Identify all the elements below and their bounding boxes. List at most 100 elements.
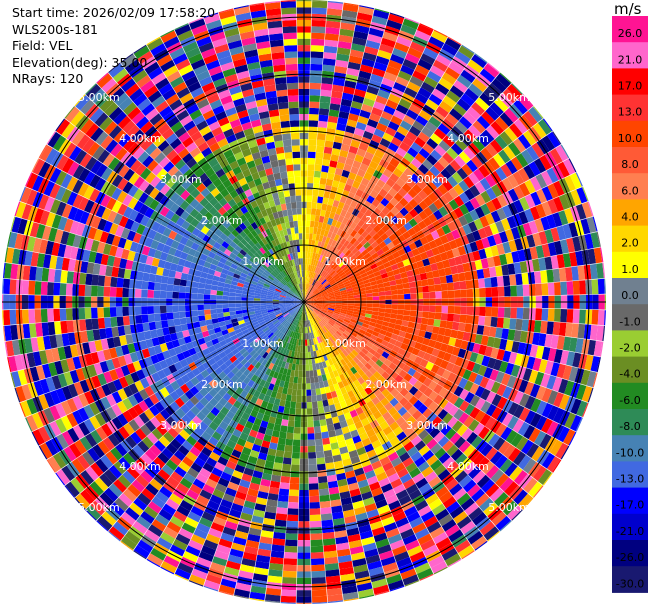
velocity-gate [342, 203, 350, 212]
velocity-gate [380, 363, 389, 372]
velocity-gate [310, 376, 315, 384]
velocity-gate [149, 382, 160, 394]
velocity-gate [360, 338, 369, 345]
velocity-gate [174, 325, 183, 333]
velocity-gate [218, 590, 234, 596]
velocity-gate [476, 325, 485, 335]
velocity-gate [208, 388, 218, 398]
velocity-gate [566, 351, 576, 367]
velocity-gate [482, 325, 491, 337]
velocity-gate [454, 255, 463, 266]
velocity-gate [19, 186, 26, 202]
velocity-gate [381, 339, 389, 347]
velocity-gate [347, 292, 354, 297]
velocity-gate [449, 85, 464, 98]
velocity-gate [431, 177, 443, 188]
velocity-gate [379, 43, 394, 54]
velocity-gate [116, 190, 128, 204]
velocity-gate [253, 303, 261, 306]
velocity-gate [376, 278, 384, 285]
velocity-gate [151, 496, 166, 509]
velocity-gate [426, 438, 438, 450]
velocity-gate [205, 340, 214, 348]
velocity-gate [515, 153, 529, 168]
velocity-gate [55, 403, 67, 418]
velocity-gate [333, 312, 340, 317]
velocity-gate [257, 280, 265, 286]
velocity-gate [175, 408, 186, 419]
velocity-gate [472, 511, 487, 526]
velocity-gate [218, 397, 228, 407]
velocity-gate [380, 232, 389, 241]
velocity-gate [317, 469, 327, 477]
velocity-gate [127, 343, 136, 354]
velocity-gate [67, 383, 79, 398]
velocity-gate [258, 484, 270, 493]
velocity-gate [3, 278, 11, 294]
velocity-gate [317, 375, 323, 383]
velocity-gate [242, 287, 250, 292]
velocity-gate [459, 457, 473, 471]
velocity-gate [165, 209, 175, 220]
velocity-gate [262, 285, 270, 290]
velocity-gate [38, 144, 48, 159]
velocity-gate [334, 291, 341, 295]
velocity-gate [272, 318, 279, 324]
velocity-gate [342, 349, 349, 357]
velocity-gate [262, 373, 269, 382]
velocity-gate [309, 296, 316, 300]
velocity-gate [555, 145, 569, 162]
velocity-gate [417, 403, 428, 415]
velocity-gate [247, 488, 259, 497]
velocity-gate [179, 311, 186, 319]
velocity-gate [369, 277, 377, 283]
velocity-gate [289, 489, 299, 497]
velocity-gate [414, 152, 426, 164]
velocity-gate [185, 399, 195, 410]
velocity-gate [327, 291, 334, 295]
velocity-gate [22, 265, 31, 281]
velocity-gate [205, 457, 218, 468]
velocity-gate [458, 545, 475, 559]
velocity-gate [231, 449, 242, 459]
velocity-gate [363, 355, 371, 363]
velocity-gate [316, 296, 323, 300]
velocity-gate [159, 305, 167, 314]
velocity-gate [313, 317, 319, 324]
velocity-gate [168, 247, 177, 256]
velocity-gate [497, 307, 505, 318]
velocity-gate [547, 282, 555, 296]
velocity-gate [190, 534, 206, 546]
velocity-gate [33, 380, 44, 396]
velocity-gate [350, 139, 361, 149]
velocity-gate [328, 329, 335, 336]
velocity-gate [190, 462, 203, 473]
velocity-gate [353, 294, 361, 298]
velocity-gate [269, 333, 276, 341]
velocity-gate [341, 306, 348, 310]
velocity-gate [268, 569, 283, 577]
velocity-gate [372, 303, 380, 308]
velocity-gate [389, 157, 400, 168]
velocity-gate [260, 303, 267, 306]
velocity-gate [176, 331, 184, 340]
velocity-gate [443, 401, 454, 413]
velocity-gate [310, 299, 317, 301]
velocity-gate [440, 283, 448, 291]
velocity-gate [390, 388, 400, 398]
velocity-gate [286, 305, 293, 309]
velocity-gate [245, 539, 260, 549]
velocity-gate [420, 418, 432, 430]
velocity-gate [337, 414, 346, 423]
velocity-gate [264, 511, 276, 520]
velocity-gate [262, 326, 270, 333]
velocity-gate [337, 548, 351, 557]
velocity-gate [529, 344, 539, 358]
velocity-gate [547, 456, 561, 473]
velocity-gate [511, 83, 523, 95]
velocity-gate [508, 447, 521, 462]
velocity-gate [448, 257, 457, 267]
velocity-gate [300, 339, 303, 346]
velocity-gate [604, 310, 606, 326]
velocity-gate [10, 372, 16, 388]
